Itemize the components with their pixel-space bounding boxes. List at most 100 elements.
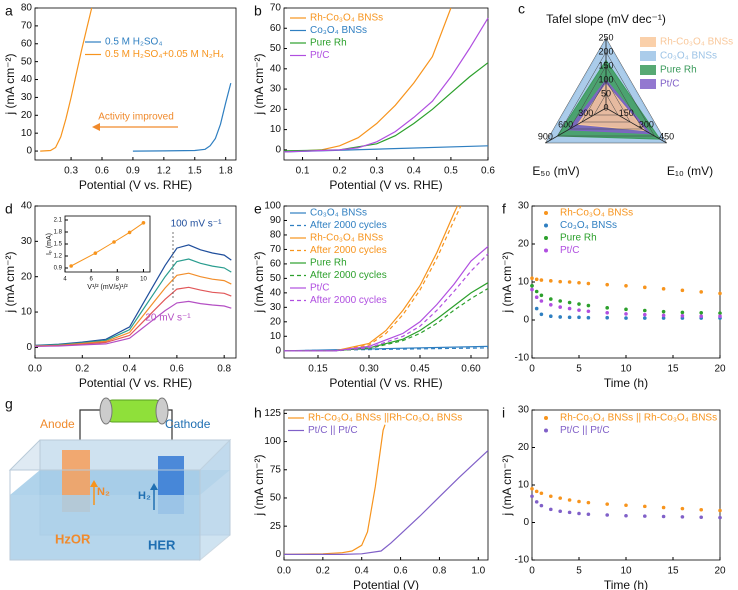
legend-label: Pure Rh <box>310 258 347 269</box>
data-line <box>132 82 232 152</box>
x-tick-label: 0.4 <box>407 166 421 177</box>
legend-swatch <box>544 428 548 433</box>
x-axis-label: Potential (V vs. RHE) <box>79 376 192 390</box>
inset-background <box>65 216 150 272</box>
data-point <box>624 307 628 312</box>
data-point <box>680 506 685 511</box>
anode-label: Anode <box>40 417 75 431</box>
data-point <box>539 503 544 508</box>
data-line <box>283 17 489 153</box>
data-line <box>40 7 93 152</box>
data-point <box>141 221 146 225</box>
power-supply-cap <box>155 397 169 425</box>
y-tick-label: -10 <box>515 353 530 364</box>
data-line <box>284 205 458 352</box>
radar-axis-label: E₁₀ (mV) <box>667 164 713 178</box>
x-tick-label: 1.0 <box>471 566 485 577</box>
data-point <box>530 287 534 292</box>
y-tick-label: 30 <box>518 405 530 416</box>
panel-label: i <box>502 405 505 421</box>
radar-tick-label: 600 <box>558 120 573 130</box>
x-tick-label: 0.4 <box>355 566 369 577</box>
data-point <box>661 514 666 519</box>
radar-tick-label: 300 <box>578 108 593 118</box>
y-tick-label: 30 <box>270 84 282 95</box>
data-point <box>549 494 553 499</box>
data-line <box>284 246 489 352</box>
data-point <box>567 280 572 284</box>
legend-label: After 2000 cycles <box>310 295 387 306</box>
y-tick-label: 0 <box>26 146 32 157</box>
x-tick-label: 1.8 <box>219 166 233 177</box>
data-point <box>539 299 544 303</box>
y-axis-label: j (mA cm⁻²) <box>252 455 266 517</box>
y-tick-label: 10 <box>270 124 282 135</box>
x-tick-label: 0.2 <box>316 566 330 577</box>
x-tick-label: 0.30 <box>359 364 379 375</box>
y-tick-label: 70 <box>21 21 33 32</box>
x-tick-label: 0.8 <box>217 364 231 375</box>
y-tick-label: 70 <box>270 244 282 255</box>
data-point <box>539 312 544 317</box>
y-tick-label: 10 <box>21 307 33 318</box>
y-tick-label: 10 <box>21 128 33 139</box>
x-tick-label: 0 <box>529 566 535 577</box>
water <box>10 495 200 560</box>
wire <box>79 409 108 450</box>
y-tick-label: 50 <box>270 493 282 504</box>
data-point <box>112 240 116 244</box>
x-tick-label: 5 <box>576 364 582 375</box>
legend-label: Rh-Co₃O₄ BNSs ||Rh-Co₃O₄ BNSs <box>308 413 462 424</box>
x-tick-label: 10 <box>620 566 632 577</box>
y-tick-label: 30 <box>270 302 282 313</box>
data-point <box>586 281 591 286</box>
y-tick-label: 0 <box>523 517 529 528</box>
data-point <box>699 507 703 512</box>
y-tick-label: 0.9 <box>54 266 63 272</box>
data-line <box>34 300 232 347</box>
data-point <box>558 509 562 514</box>
grid-line <box>593 93 619 116</box>
legend-swatch <box>640 65 656 75</box>
x-tick-label: 0.8 <box>432 566 446 577</box>
x-tick-label: 0.0 <box>277 566 291 577</box>
data-point <box>530 486 534 491</box>
data-point <box>605 306 609 310</box>
y-tick-label: 0 <box>523 315 529 326</box>
data-point <box>530 276 534 281</box>
y-tick-label: 25 <box>270 521 282 532</box>
data-point <box>539 491 544 496</box>
reaction-label: HER <box>148 537 176 552</box>
panel-label: a <box>5 3 13 19</box>
data-point <box>549 279 553 283</box>
y-tick-label: 0 <box>26 342 32 353</box>
x-tick-label: 20 <box>714 364 726 375</box>
legend-label: Pt/C <box>310 50 329 61</box>
legend-label: Co₃O₄ BNSs <box>560 220 617 231</box>
y-axis-label: j (mA cm⁻²) <box>3 252 17 314</box>
data-line <box>284 205 462 352</box>
inset-y-label: Iₚ (mA) <box>46 233 53 255</box>
data-point <box>643 312 647 317</box>
data-point <box>661 313 666 318</box>
legend-label: Pt/C <box>310 283 329 294</box>
y-tick-label: 60 <box>270 259 282 270</box>
x-tick-label: 20 <box>714 566 726 577</box>
data-point <box>549 297 553 301</box>
legend-label: Pure Rh <box>310 38 347 49</box>
legend-label: After 2000 cycles <box>310 270 387 281</box>
data-point <box>586 315 591 320</box>
radar-tick-label: 150 <box>619 108 634 118</box>
x-tick-label: 0 <box>529 364 535 375</box>
y-axis-label: j (mA cm⁻²) <box>3 54 17 116</box>
legend-label: Pure Rh <box>660 65 697 76</box>
legend-label: Rh-Co₃O₄ BNSs <box>560 208 633 219</box>
data-point <box>586 500 591 505</box>
data-point <box>530 494 534 499</box>
data-point <box>605 282 609 287</box>
data-line <box>34 272 232 347</box>
legend-swatch <box>640 37 656 47</box>
y-axis-label: j (mA cm⁻²) <box>252 54 266 116</box>
reaction-label: HzOR <box>55 531 91 546</box>
